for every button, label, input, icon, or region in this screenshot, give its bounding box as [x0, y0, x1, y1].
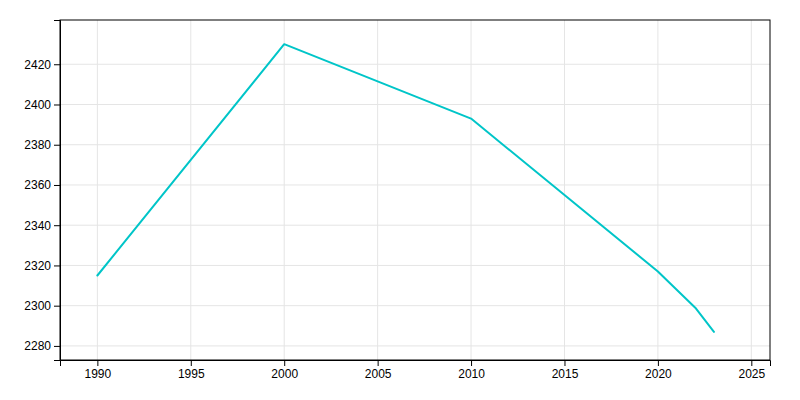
- tick-mark: [471, 360, 472, 366]
- tick: 2025: [738, 360, 765, 381]
- grid-line: [60, 64, 770, 65]
- tick-mark: [378, 360, 379, 366]
- tick: 1990: [85, 360, 112, 381]
- tick-mark: [54, 104, 60, 105]
- grid-line: [60, 144, 770, 145]
- tick-mark: [54, 185, 60, 186]
- axis-line: [54, 21, 61, 361]
- tick: 2015: [552, 360, 579, 381]
- grid-line: [657, 20, 658, 360]
- tick-label: 2005: [365, 367, 392, 381]
- tick-label: 2360: [24, 178, 51, 192]
- marks: [97, 44, 714, 332]
- tick: 2020: [645, 360, 672, 381]
- tick-mark: [54, 265, 60, 266]
- grid: [60, 20, 770, 360]
- tick-label: 2015: [552, 367, 579, 381]
- tick: 2340: [24, 219, 60, 233]
- tick: 2360: [24, 178, 60, 192]
- plot-frame: [60, 20, 770, 360]
- tick-label: 2400: [24, 98, 51, 112]
- grid-line: [284, 20, 285, 360]
- tick: 2010: [458, 360, 485, 381]
- tick-label: 1995: [178, 367, 205, 381]
- grid-line: [60, 104, 770, 105]
- tick-mark: [191, 360, 192, 366]
- plot-area: 1990 1995 2000 2005 2010 2015 2020 2025 2280 2300…: [24, 20, 770, 381]
- tick-mark: [97, 360, 98, 366]
- tick: 2005: [365, 360, 392, 381]
- tick-label: 2280: [24, 339, 51, 353]
- grid-line: [564, 20, 565, 360]
- tick: 2000: [271, 360, 298, 381]
- tick: 2380: [24, 138, 60, 152]
- axis-line: [61, 361, 771, 367]
- tick-label: 2420: [24, 58, 51, 72]
- x-axis: 1990 1995 2000 2005 2010 2015 2020 2025: [61, 360, 771, 381]
- tick-label: 2010: [458, 367, 485, 381]
- tick-label: 2340: [24, 219, 51, 233]
- grid-line: [751, 20, 752, 360]
- y-axis: 2280 2300 2320 2340 2360 2380 2400 2420: [24, 21, 60, 361]
- tick-mark: [54, 346, 60, 347]
- tick-label: 2380: [24, 138, 51, 152]
- tick-label: 1990: [85, 367, 112, 381]
- tick-mark: [751, 360, 752, 366]
- tick-mark: [564, 360, 565, 366]
- line: [97, 44, 714, 332]
- tick-mark: [54, 64, 60, 65]
- tick: 2280: [24, 339, 60, 353]
- tick: 2320: [24, 259, 60, 273]
- tick: 1995: [178, 360, 205, 381]
- tick-label: 2000: [271, 367, 298, 381]
- tick-label: 2020: [645, 367, 672, 381]
- tick-label: 2320: [24, 259, 51, 273]
- chart: 1990 1995 2000 2005 2010 2015 2020 2025 2280 2300…: [0, 0, 800, 400]
- tick: 2420: [24, 58, 60, 72]
- grid-line: [60, 305, 770, 306]
- grid-line: [60, 225, 770, 226]
- tick: 2400: [24, 98, 60, 112]
- tick-mark: [54, 306, 60, 307]
- grid-line: [377, 20, 378, 360]
- grid-line: [471, 20, 472, 360]
- tick-mark: [54, 145, 60, 146]
- tick-mark: [284, 360, 285, 366]
- tick-label: 2025: [738, 367, 765, 381]
- tick: 2300: [24, 299, 60, 313]
- grid-line: [190, 20, 191, 360]
- tick-mark: [658, 360, 659, 366]
- grid-line: [60, 184, 770, 185]
- grid-line: [97, 20, 98, 360]
- grid-line: [60, 265, 770, 266]
- grid-line: [60, 345, 770, 346]
- tick-label: 2300: [24, 299, 51, 313]
- tick-mark: [54, 225, 60, 226]
